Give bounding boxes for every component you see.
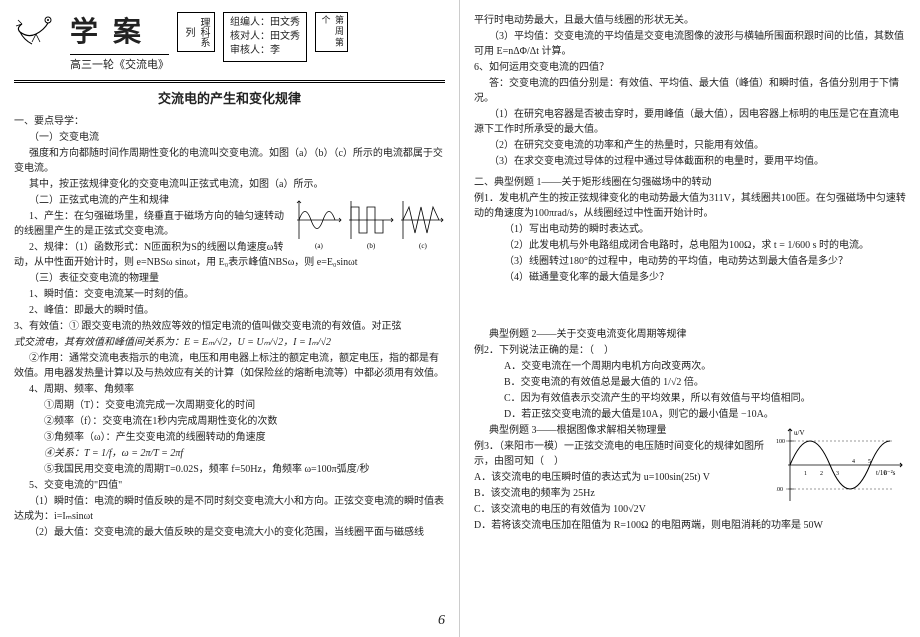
option-c: C．因为有效值表示交流产生的平均效果，所以有效值与平均值相同。 [474, 391, 906, 406]
para: 5、交变电流的"四值" [14, 478, 445, 493]
right-page: 平行时电动势最大，且最大值与线圈的形状无关。 （3）平均值：交变电流的平均值是交… [460, 0, 920, 637]
title-block: 学 案 高三一轮《交流电》 [70, 12, 169, 74]
svg-text:-100: -100 [776, 487, 783, 493]
svg-text:u/V: u/V [794, 429, 805, 437]
heading-1-3: （三）表征交变电流的物理量 [14, 271, 445, 286]
para: ①周期（T）：交变电流完成一次周期变化的时间 [14, 398, 445, 413]
para: 平行时电动势最大，且最大值与线圈的形状无关。 [474, 13, 906, 28]
heading-2: 二、典型例题 1——关于矩形线圈在匀强磁场中的转动 [474, 175, 906, 190]
para: 强度和方向都随时间作周期性变化的电流叫交变电流。如图（a）（b）（c）所示的电流… [14, 146, 445, 176]
label-a: (a) [315, 242, 323, 250]
heading-1: 一、要点导学： [14, 114, 445, 129]
q2: （2）此发电机与外电路组成闭合电路时，总电阻为100Ω，求 t = 1/600 … [474, 238, 906, 253]
formula: ④关系：T = 1/f，ω = 2π/T = 2πf [14, 446, 445, 461]
heading-1-1: （一）交变电流 [14, 130, 445, 145]
auditor: 审核人：李 [230, 44, 300, 58]
svg-text:2: 2 [820, 471, 823, 477]
para: （3）在求交变电流过导体的过程中通过导体截面积的电量时，要用平均值。 [474, 154, 906, 169]
para: 6、如何运用交变电流的四值？ [474, 60, 906, 75]
example-2: 例2．下列说法正确的是：（ ） [474, 343, 906, 358]
para: （1）瞬时值：电流的瞬时值反映的是不同时刻交变电流大小和方向。正弦交变电流的瞬时… [14, 494, 445, 524]
para: ②频率（f）：交变电流在1秒内完成周期性变化的次数 [14, 414, 445, 429]
label-b: (b) [367, 242, 376, 250]
main-title: 学 案 [70, 12, 169, 54]
logo-icon [14, 12, 62, 50]
series-tag: 理科系列 [177, 12, 215, 52]
header: 学 案 高三一轮《交流电》 理科系列 组编人：田文秀 核对人：田文秀 审核人：李… [14, 12, 445, 74]
divider [14, 80, 445, 83]
voltage-graph: u/V t/10⁻²s 100 -100 1 2 3 4 5 6 [776, 425, 906, 505]
svg-text:5: 5 [868, 459, 871, 465]
para: ②作用：通常交流电表指示的电流，电压和用电器上标注的额定电流，额定电压，指的都是… [14, 351, 445, 381]
formula: 式交流电，其有效值和峰值间关系为：E = Eₘ/√2，U = Uₘ/√2，I =… [14, 335, 445, 350]
option-d: D．若正弦交变电流的最大值是10A，则它的最小值是 −10A。 [474, 407, 906, 422]
para: 其中，按正弦规律变化的交变电流叫正弦式电流，如图（a）所示。 [14, 177, 445, 192]
para: （1）在研究电容器是否被击穿时，要用峰值（最大值），因电容器上标明的电压是它在直… [474, 107, 906, 137]
blank-space [474, 286, 906, 326]
compiler: 组编人：田文秀 [230, 16, 300, 30]
q4: （4）磁通量变化率的最大值是多少？ [474, 270, 906, 285]
para: 3、有效值：① 跟交变电流的热效应等效的恒定电流的值叫做交变电流的有效值。对正弦 [14, 319, 445, 334]
heading-3: 典型例题 2——关于交变电流变化周期等规律 [474, 327, 906, 342]
para: （2）最大值：交变电流的最大值反映的是交变电流大小的变化范围，当线圈平面与磁感线 [14, 525, 445, 540]
para: 4、周期、频率、角频率 [14, 382, 445, 397]
option-a: A．交变电流在一个周期内电机方向改变两次。 [474, 359, 906, 374]
svg-text:100: 100 [776, 439, 785, 445]
para: ⑤我国民用交变电流的周期T=0.02S，频率 f=50Hz，角频率 ω=100π… [14, 462, 445, 477]
meta-box: 组编人：田文秀 核对人：田文秀 审核人：李 [223, 12, 307, 62]
para: 1、瞬时值：交变电流某一时刻的值。 [14, 287, 445, 302]
option-b: B．交变电流的有效值总是最大值的 1/√2 倍。 [474, 375, 906, 390]
left-page: 学 案 高三一轮《交流电》 理科系列 组编人：田文秀 核对人：田文秀 审核人：李… [0, 0, 460, 637]
option-d: D．若将该交流电压加在阻值为 R=100Ω 的电阻两端，则电阻消耗的功率是 50… [474, 518, 906, 533]
para: （3）平均值：交变电流的平均值是交变电流图像的波形与横轴所围面积跟时间的比值，其… [474, 29, 906, 59]
para: ③角频率（ω）：产生交变电流的线圈转动的角速度 [14, 430, 445, 445]
side-tag: 第 周 第 个 [315, 12, 348, 52]
label-c: (c) [419, 242, 427, 250]
svg-text:3: 3 [836, 471, 839, 477]
svg-text:1: 1 [804, 471, 807, 477]
section-title: 交流电的产生和变化规律 [14, 89, 445, 109]
svg-text:6: 6 [884, 471, 887, 477]
page-number: 6 [438, 610, 445, 631]
para: （2）在研究交变电流的功率和产生的热量时，只能用有效值。 [474, 138, 906, 153]
q1: （1）写出电动势的瞬时表达式。 [474, 222, 906, 237]
sub-title: 高三一轮《交流电》 [70, 54, 169, 74]
para: 答：交变电流的四值分别是：有效值、平均值、最大值（峰值）和瞬时值，各值分别用于下… [474, 76, 906, 106]
waveform-figures: (a) (b) (c) [295, 195, 445, 250]
para: 2、峰值：即最大的瞬时值。 [14, 303, 445, 318]
svg-text:4: 4 [852, 459, 855, 465]
q3: （3）线圈转过180°的过程中，电动势的平均值，电动势达到最大值各是多少？ [474, 254, 906, 269]
example-1: 例1．发电机产生的按正弦规律变化的电动势最大值为311V，其线圈共100匝。在匀… [474, 191, 906, 221]
checker: 核对人：田文秀 [230, 30, 300, 44]
